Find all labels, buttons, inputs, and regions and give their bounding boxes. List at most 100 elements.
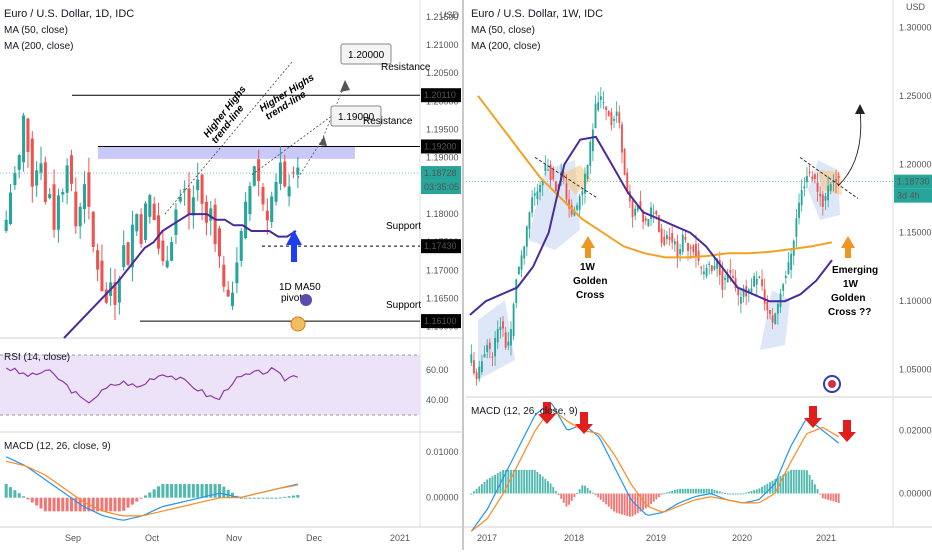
right-candle-body (605, 106, 608, 111)
right-macd-hist-bar (562, 493, 565, 503)
right-candle-body (528, 212, 531, 229)
right-candle-body (504, 332, 507, 348)
right-macd-hist-bar (589, 490, 592, 494)
emerging-label-1: Emerging (832, 265, 878, 276)
right-macd-hist-bar (525, 469, 528, 494)
right-macd-hist-bar (480, 484, 483, 494)
left-price-tick: 1.21500 (426, 12, 459, 22)
right-candle-body (544, 164, 547, 171)
right-shade-orange (560, 165, 592, 195)
left-macd-hist-bar (9, 487, 13, 498)
right-candle-body (829, 184, 832, 191)
left-macd-hist-bar (261, 497, 265, 499)
left-candle-body (91, 211, 95, 247)
right-candle-body (486, 344, 489, 352)
right-currency-label: USD (906, 2, 926, 12)
left-candle-body (152, 203, 156, 221)
right-candle-body (671, 232, 674, 243)
right-macd-hist-bar (753, 490, 756, 494)
right-macd-hist-bar (544, 478, 547, 494)
right-candle-body (547, 169, 549, 171)
right-macd-hist-bar (636, 493, 639, 514)
tag-resistance: 1.19200 (424, 141, 457, 151)
right-macd-hist-bar (531, 469, 534, 494)
left-macd-hist-bar (48, 497, 52, 512)
right-candle-body (665, 234, 668, 240)
right-candle-body (784, 275, 787, 278)
tag-countdown-bg (421, 180, 461, 195)
right-signal-line (470, 408, 840, 532)
left-macd-hist-bar (274, 497, 278, 499)
left-macd-hist-bar (130, 497, 134, 505)
left-macd-hist-bar (222, 486, 226, 498)
right-macd-hist-bar (776, 477, 779, 494)
left-macd-hist-bar (291, 495, 295, 498)
left-time-tick: 2021 (390, 533, 410, 543)
right-candle-body (742, 288, 745, 297)
right-macd-hist-bar (808, 474, 811, 494)
target-bubble-1 (340, 43, 392, 65)
left-candle-body (130, 224, 134, 268)
right-macd-hist-bar (689, 488, 692, 494)
left-candle-body (213, 204, 217, 245)
right-macd-hist-bar (758, 488, 761, 494)
right-macd-hist-bar (718, 491, 721, 494)
left-price-tick: 1.19000 (426, 153, 459, 163)
left-macd-hist-bar (239, 497, 243, 499)
right-macd-hist-bar (520, 469, 523, 494)
right-macd-hist-bar (581, 485, 584, 494)
left-macd-hist-bar (287, 496, 291, 498)
right-candle-body (747, 289, 750, 293)
right-candle-body (681, 234, 684, 252)
right-macd-hist-bar (792, 469, 795, 494)
right-macd-hist-bar (837, 493, 840, 503)
right-candle-body (734, 278, 737, 288)
right-macd-hist-bar (496, 473, 499, 494)
right-macd-hist-bar (494, 474, 497, 494)
left-macd-hist-bar (170, 484, 174, 498)
right-candle-body (581, 191, 584, 196)
right-candle-body (827, 185, 830, 201)
left-macd-hist-bar (183, 484, 187, 498)
right-candle-body (726, 273, 729, 283)
right-macd-hist-bar (568, 493, 571, 505)
right-price-tick: 1.20000 (899, 159, 932, 169)
right-candle-body (663, 236, 666, 246)
left-candle-body (235, 262, 239, 284)
left-candle-body (217, 228, 221, 257)
projection-arrowhead-2 (319, 136, 327, 146)
right-candle-body (753, 276, 756, 287)
left-macd-hist-bar (69, 497, 73, 512)
right-candle-body (480, 361, 483, 373)
right-candle-body (811, 176, 814, 180)
right-macd-hist-bar (713, 489, 716, 494)
right-macd-hist-bar (554, 491, 557, 494)
right-macd-hist-bar (576, 493, 578, 495)
right-macd-hist-bar (827, 493, 830, 500)
right-macd-hist-bar (552, 487, 555, 494)
left-candle-body (270, 196, 274, 223)
right-macd-hist-bar (565, 493, 568, 507)
right-macd-hist-bar (512, 469, 515, 494)
right-macd-hist-bar (607, 493, 610, 507)
left-candle-body (83, 184, 87, 210)
right-macd-hist-bar (615, 493, 618, 513)
support1-label: Support (386, 221, 421, 232)
rsi-tick: 60.00 (426, 365, 449, 375)
left-candle-body (278, 162, 282, 184)
left-macd-tick: 0.00000 (426, 493, 459, 503)
left-macd-hist-bar (126, 497, 130, 508)
tag-countdown: 03:35:05 (424, 182, 459, 192)
right-candle-body (565, 183, 568, 200)
right-candle-body (634, 208, 637, 216)
left-candle-body (231, 292, 235, 307)
right-candle-body (536, 191, 539, 199)
right-candle-body (520, 255, 523, 270)
left-ma50-line (63, 213, 297, 339)
left-currency-label: USD (440, 10, 460, 20)
left-macd-hist-bar (200, 484, 204, 498)
right-macd-hist-bar (539, 474, 541, 494)
right-candle-body (470, 354, 473, 363)
left-candle-body (135, 214, 139, 232)
right-candle-body (631, 200, 634, 218)
